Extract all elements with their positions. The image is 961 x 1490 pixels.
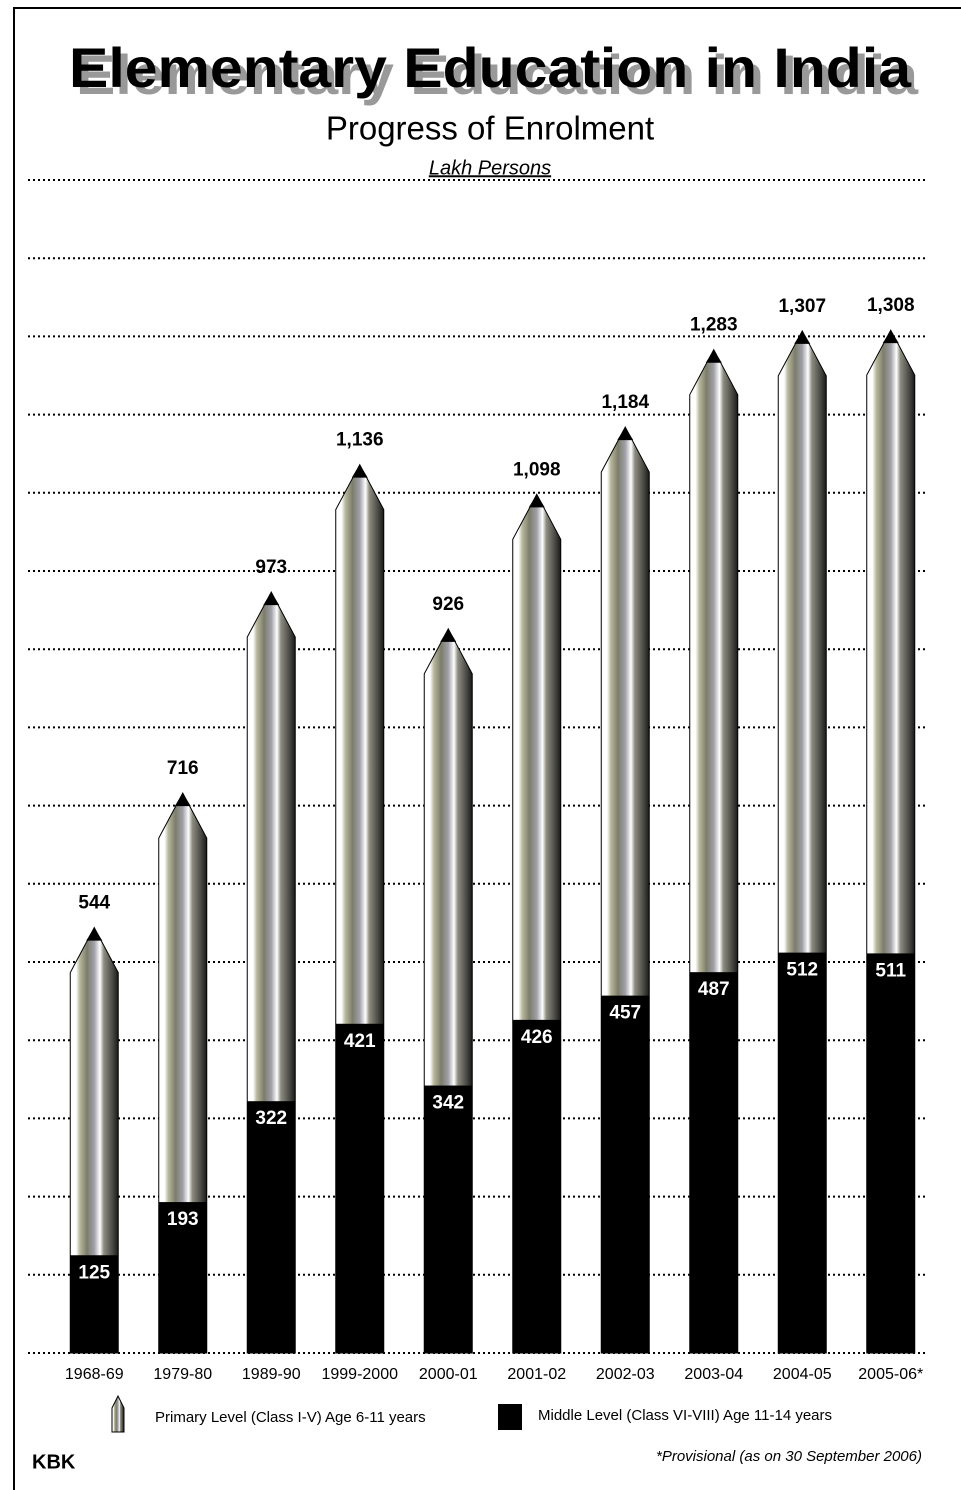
value-label: 421 <box>344 1031 376 1052</box>
legend-swatch <box>111 1394 125 1433</box>
value-label: 1,184 <box>601 392 649 413</box>
x-tick-label: 1999-2000 <box>321 1366 398 1383</box>
chart-title: Elementary Education in India <box>69 36 912 99</box>
value-label: 193 <box>167 1209 199 1230</box>
pencil-lead <box>263 592 280 606</box>
x-tick-label: 1968-69 <box>65 1366 124 1383</box>
value-label: 511 <box>875 960 906 981</box>
value-label: 342 <box>432 1093 464 1114</box>
value-label: 973 <box>255 557 287 578</box>
value-label: 1,307 <box>778 296 826 317</box>
legend-label: Primary Level (Class I-V) Age 6-11 years <box>155 1409 426 1426</box>
frame <box>13 7 961 1490</box>
bar <box>247 1101 296 1353</box>
bar <box>866 953 915 1353</box>
pencil-lead <box>794 330 811 344</box>
value-label: 512 <box>786 960 818 981</box>
pencil-lead <box>705 349 722 363</box>
bar <box>70 1255 119 1353</box>
value-label: 426 <box>521 1027 553 1048</box>
legend-label: Middle Level (Class VI-VIII) Age 11-14 y… <box>538 1407 832 1424</box>
value-label: 487 <box>698 979 730 1000</box>
pencil-lead <box>440 628 457 642</box>
pencil-lead <box>617 427 634 441</box>
value-label: 1,136 <box>336 430 384 451</box>
x-tick-label: 2001-02 <box>507 1366 566 1383</box>
x-tick-label: 2000-01 <box>419 1366 478 1383</box>
x-tick-label: 2005-06* <box>858 1366 923 1383</box>
legend-swatch <box>498 1404 522 1430</box>
unit-label: Lakh Persons <box>429 157 551 179</box>
x-tick-label: 2004-05 <box>773 1366 832 1383</box>
value-label: 544 <box>78 893 110 914</box>
pencil-lead <box>174 793 191 807</box>
pencil-lead <box>86 927 103 941</box>
pencil-lead <box>351 464 368 478</box>
value-label: 322 <box>255 1108 287 1129</box>
bar <box>512 1019 561 1353</box>
x-tick-label: 2003-04 <box>684 1366 743 1383</box>
chart-subtitle: Progress of Enrolment <box>326 110 654 147</box>
value-label: 125 <box>78 1262 110 1283</box>
pencil-lead <box>882 330 899 344</box>
legend: Primary Level (Class I-V) Age 6-11 years… <box>111 1394 832 1433</box>
title-shadow: Elementary Education in India <box>76 43 919 106</box>
value-label: 926 <box>432 594 464 615</box>
x-tick-label: 2002-03 <box>596 1366 655 1383</box>
bar <box>601 995 650 1353</box>
x-tick-label: 1979-80 <box>153 1366 212 1383</box>
value-label: 1,098 <box>513 459 561 480</box>
bar <box>335 1023 384 1353</box>
credit: KBK <box>32 1451 76 1473</box>
bar <box>689 972 738 1353</box>
pencil-lead <box>528 494 545 508</box>
value-label: 1,308 <box>867 295 915 316</box>
bar <box>778 952 827 1353</box>
bar <box>424 1085 473 1353</box>
value-label: 457 <box>609 1003 641 1024</box>
footnote: *Provisional (as on 30 September 2006) <box>656 1448 922 1465</box>
value-label: 1,283 <box>690 315 738 336</box>
bar <box>158 1202 207 1353</box>
value-label: 716 <box>167 758 199 779</box>
x-tick-label: 1989-90 <box>242 1366 301 1383</box>
